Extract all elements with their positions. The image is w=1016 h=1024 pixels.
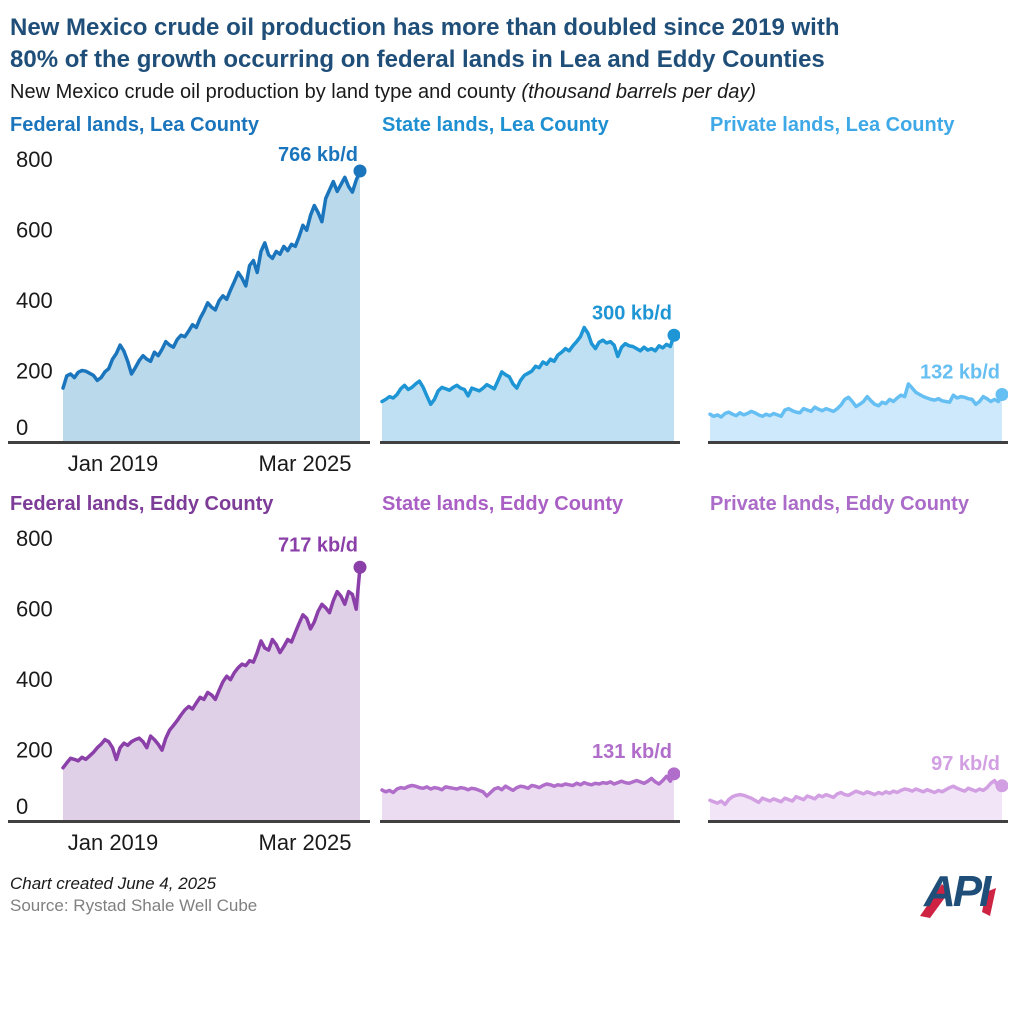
- chart-federal-eddy: 717 kb/d 800 600 400 200 0 Jan 2019 Mar 2025: [8, 526, 370, 855]
- svg-text:Mar 2025: Mar 2025: [259, 451, 352, 476]
- svg-text:Jan 2019: Jan 2019: [68, 830, 159, 855]
- chart-federal-lea: 766 kb/d 800 600 400 200 0 Jan 2019 Mar 2025: [8, 144, 370, 476]
- svg-text:0: 0: [16, 794, 28, 819]
- svg-text:600: 600: [16, 597, 53, 622]
- end-value-label: 132 kb/d: [920, 362, 1000, 384]
- page-title: New Mexico crude oil production has more…: [10, 12, 1008, 75]
- title-line-2: 80% of the growth occurring on federal l…: [10, 45, 825, 73]
- source-note: Source: Rystad Shale Well Cube: [10, 896, 258, 916]
- small-multiples-grid: Federal lands, Lea County 766 kb/d 800 600…: [8, 114, 1008, 856]
- panel-private-lea: Private lands, Lea County 132 kb/d: [708, 114, 1008, 477]
- panel-state-eddy: State lands, Eddy County 131 kb/d: [380, 493, 708, 856]
- panel-title-state-eddy: State lands, Eddy County: [382, 493, 624, 516]
- end-value-label: 766 kb/d: [278, 144, 358, 166]
- end-value-label: 300 kb/d: [592, 303, 672, 325]
- svg-text:200: 200: [16, 359, 53, 384]
- api-logo: API: [920, 867, 996, 919]
- subtitle-units: (thousand barrels per day): [521, 81, 756, 104]
- svg-text:Mar 2025: Mar 2025: [259, 830, 352, 855]
- svg-text:0: 0: [16, 415, 28, 440]
- footer: Chart created June 4, 2025 Source: Rysta…: [8, 858, 1008, 922]
- panel-federal-lea: Federal lands, Lea County 766 kb/d 800 600…: [8, 114, 380, 477]
- chart-state-lea: 300 kb/d: [380, 303, 680, 445]
- footer-notes: Chart created June 4, 2025 Source: Rysta…: [8, 874, 257, 922]
- panel-title-federal-eddy: Federal lands, Eddy County: [10, 493, 274, 516]
- svg-text:Jan 2019: Jan 2019: [68, 451, 159, 476]
- panel-private-eddy: Private lands, Eddy County 97 kb/d: [708, 493, 1008, 856]
- svg-text:400: 400: [16, 667, 53, 692]
- end-value-label: 717 kb/d: [278, 535, 358, 557]
- chart-private-eddy: 97 kb/d: [708, 753, 1008, 824]
- panel-federal-eddy: Federal lands, Eddy County 717 kb/d 800 60…: [8, 493, 380, 856]
- svg-text:800: 800: [16, 147, 53, 172]
- svg-text:800: 800: [16, 526, 53, 551]
- subtitle-text: New Mexico crude oil production by land …: [10, 81, 522, 104]
- end-value-label: 97 kb/d: [931, 753, 1000, 775]
- chart-subtitle: New Mexico crude oil production by land …: [10, 81, 1008, 104]
- svg-text:200: 200: [16, 738, 53, 763]
- panel-title-state-lea: State lands, Lea County: [382, 114, 609, 137]
- panel-title-federal-lea: Federal lands, Lea County: [10, 114, 259, 137]
- svg-text:400: 400: [16, 288, 53, 313]
- chart-state-eddy: 131 kb/d: [380, 741, 680, 824]
- panel-state-lea: State lands, Lea County 300 kb/d: [380, 114, 708, 477]
- panel-title-private-lea: Private lands, Lea County: [710, 114, 955, 137]
- title-line-1: New Mexico crude oil production has more…: [10, 14, 840, 41]
- end-value-label: 131 kb/d: [592, 741, 672, 763]
- svg-text:600: 600: [16, 218, 53, 243]
- chart-created-note: Chart created June 4, 2025: [10, 874, 217, 894]
- panel-title-private-eddy: Private lands, Eddy County: [710, 493, 969, 516]
- svg-text:API: API: [923, 867, 992, 916]
- chart-private-lea: 132 kb/d: [708, 362, 1008, 445]
